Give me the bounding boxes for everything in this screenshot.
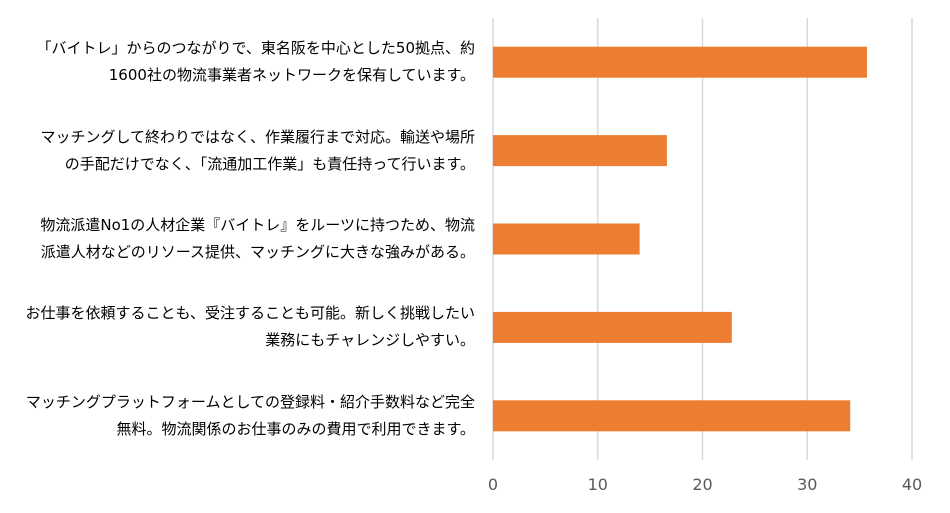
category-label-2: マッチングして終わりではなく、作業履行まで対応。輸送や場所の手配だけでなく、「流…: [5, 124, 475, 178]
x-axis-ticks: 0 10 20 30 40: [488, 475, 922, 494]
x-tick-label: 10: [588, 475, 608, 494]
category-label-line: 「バイトレ」からのつながりで、東名阪を中心とした50拠点、約: [36, 39, 476, 58]
bar-4: [493, 311, 732, 343]
category-label-line: お仕事を依頼することも、受注することも可能。新しく挑戦したい: [25, 304, 475, 323]
bars: [493, 46, 867, 432]
category-label-line: 業務にもチャレンジしやすい。: [265, 331, 475, 350]
bar-3: [493, 223, 640, 255]
x-tick-label: 20: [692, 475, 712, 494]
category-label-line: 派遣人材などのリソース提供、マッチングに大きな強みがある。: [40, 243, 475, 261]
x-tick-label: 30: [797, 475, 817, 494]
category-label-3: 物流派遣No1の人材企業『バイトレ』をルーツに持つため、物流 派遣人材などのリソー…: [5, 212, 475, 266]
category-label-line: の手配だけでなく、「流通加工作業」も責任持って行います。: [64, 154, 475, 173]
bar-5: [493, 400, 851, 432]
bar-1: [493, 46, 867, 78]
category-label-4: お仕事を依頼することも、受注することも可能。新しく挑戦したい業務にもチャレンジし…: [5, 300, 475, 354]
category-label-line: マッチングして終わりではなく、作業履行まで対応。輸送や場所: [40, 127, 475, 146]
x-tick-label: 40: [902, 475, 922, 494]
category-label-5: マッチングプラットフォームとしての登録料・紹介手数料など完全無料。物流関係のお仕…: [5, 389, 475, 443]
category-label-1: 「バイトレ」からのつながりで、東名阪を中心とした50拠点、約 1600社の物流事業…: [5, 35, 476, 89]
bar-2: [493, 135, 667, 167]
category-label-line: 無料。物流関係のお仕事のみの費用で利用できます。: [116, 419, 475, 438]
category-label-line: マッチングプラットフォームとしての登録料・紹介手数料など完全: [25, 392, 475, 411]
x-tick-label: 0: [488, 475, 498, 494]
category-label-line: 物流派遣No1の人材企業『バイトレ』をルーツに持つため、物流: [40, 216, 475, 234]
category-label-line: 1600社の物流事業者ネットワークを保有しています。: [108, 66, 475, 85]
